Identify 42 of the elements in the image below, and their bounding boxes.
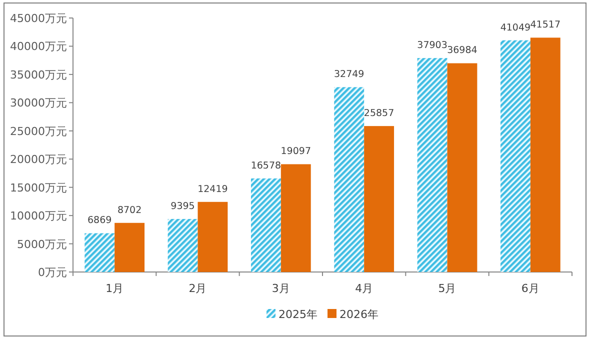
bar (250, 178, 281, 272)
y-tick-label: 25000万元 (10, 124, 67, 138)
y-tick-label: 20000万元 (10, 153, 67, 166)
bar (280, 164, 311, 272)
x-tick-label: 1月 (106, 282, 124, 295)
data-label: 16578 (250, 160, 282, 172)
x-tick-label: 4月 (355, 282, 374, 295)
data-label: 19097 (280, 146, 312, 158)
bar (417, 58, 448, 272)
x-tick-label: 6月 (521, 282, 540, 295)
legend-label: 2026年 (340, 308, 378, 321)
bar (114, 222, 145, 272)
x-tick-label: 5月 (438, 282, 456, 295)
data-label: 8702 (117, 204, 142, 216)
data-label: 37903 (417, 40, 448, 52)
y-tick-label: 45000万元 (10, 12, 67, 25)
data-label: 12419 (198, 184, 228, 195)
data-label: 6869 (88, 215, 112, 226)
data-label: 9395 (170, 200, 195, 212)
data-label: 32749 (334, 69, 364, 80)
y-tick-label: 35000万元 (10, 68, 67, 82)
bar (364, 126, 394, 272)
bar (168, 218, 198, 272)
y-tick-label: 40000万元 (10, 40, 67, 54)
y-tick-label: 30000万元 (10, 96, 67, 110)
y-tick-label: 5000万元 (17, 238, 67, 251)
bar (198, 202, 228, 272)
bar (84, 233, 115, 272)
data-label: 36984 (447, 45, 478, 56)
y-tick-label: 15000万元 (10, 181, 67, 194)
bar (500, 40, 530, 272)
bar (530, 38, 560, 272)
data-label: 41049 (500, 22, 531, 34)
bar (334, 87, 364, 272)
x-tick-label: 2月 (188, 282, 207, 295)
y-tick-label: 10000万元 (10, 210, 67, 223)
x-tick-label: 3月 (272, 282, 290, 295)
data-label: 25857 (364, 108, 394, 120)
y-tick-label: 0万元 (38, 266, 67, 279)
legend-label: 2025年 (278, 308, 318, 321)
bar (447, 63, 478, 272)
data-label: 41517 (530, 20, 561, 31)
